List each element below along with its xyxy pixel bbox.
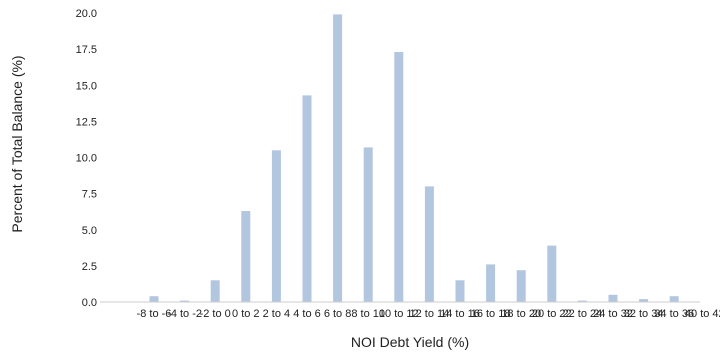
x-tick-label: 16 to 18 <box>471 308 511 320</box>
y-tick-label: 15.0 <box>76 80 97 92</box>
bar <box>363 147 373 302</box>
bar <box>302 95 312 303</box>
bar <box>149 296 159 302</box>
y-axis-title: Percent of Total Balance (%) <box>9 55 25 232</box>
bar <box>424 186 434 302</box>
x-tick-label: 6 to 8 <box>324 308 352 320</box>
bar <box>394 52 404 302</box>
x-tick-label: -4 to -2 <box>167 308 202 320</box>
bar <box>333 14 343 303</box>
x-tick-label: 18 to 20 <box>501 308 541 320</box>
x-tick-label: 34 to 36 <box>654 308 694 320</box>
x-tick-label: 12 to 14 <box>410 308 450 320</box>
x-tick-label: 8 to 10 <box>351 308 385 320</box>
bar <box>210 280 220 302</box>
bar <box>669 296 679 302</box>
x-tick-label: 20 to 22 <box>532 308 572 320</box>
y-tick-label: 5.0 <box>82 225 97 237</box>
bar <box>271 150 281 302</box>
bar <box>486 264 496 302</box>
x-tick-label: 0 to 2 <box>232 308 260 320</box>
bar <box>639 299 649 302</box>
x-tick-label: 22 to 24 <box>563 308 603 320</box>
x-tick-label: 24 to 32 <box>593 308 633 320</box>
y-axis-ticks: 0.0 2.5 5.0 7.5 10.0 12.5 15.0 17.5 20.0 <box>76 8 97 309</box>
bar <box>608 294 618 302</box>
x-tick-label: 10 to 12 <box>379 308 419 320</box>
x-tick-label: 4 to 6 <box>293 308 321 320</box>
y-tick-label: 17.5 <box>76 44 97 56</box>
bars <box>149 14 679 303</box>
y-tick-label: 10.0 <box>76 153 97 165</box>
x-tick-label: 14 to 16 <box>440 308 480 320</box>
y-tick-label: 12.5 <box>76 116 97 128</box>
x-tick-label: 32 to 34 <box>624 308 664 320</box>
bar <box>547 245 557 302</box>
x-tick-label: 2 to 4 <box>263 308 291 320</box>
x-tick-label: -2 to 0 <box>200 308 231 320</box>
bar <box>455 280 465 302</box>
x-tick-label: 40 to 42 <box>685 308 720 320</box>
bar <box>577 300 587 302</box>
x-axis-title: NOI Debt Yield (%) <box>351 334 469 350</box>
y-tick-label: 0.0 <box>82 297 97 309</box>
bar <box>180 300 190 302</box>
bar <box>516 270 526 302</box>
bar <box>241 211 251 302</box>
y-tick-label: 7.5 <box>82 189 97 201</box>
y-tick-label: 20.0 <box>76 8 97 20</box>
x-tick-label: -8 to -6 <box>137 308 172 320</box>
y-tick-label: 2.5 <box>82 261 97 273</box>
